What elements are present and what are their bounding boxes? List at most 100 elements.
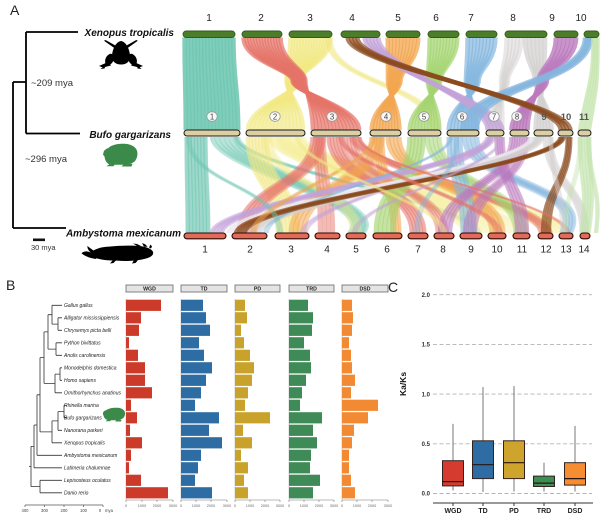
svg-text:Bufo gargarizans: Bufo gargarizans: [89, 130, 171, 141]
svg-text:3000: 3000: [223, 504, 231, 508]
svg-text:8: 8: [440, 245, 446, 256]
svg-text:5: 5: [395, 13, 401, 24]
svg-text:12: 12: [540, 245, 552, 256]
svg-text:3: 3: [288, 245, 294, 256]
svg-text:11: 11: [579, 112, 590, 123]
svg-text:10: 10: [561, 112, 572, 123]
svg-text:2000: 2000: [153, 504, 161, 508]
svg-text:Homo sapiens: Homo sapiens: [64, 378, 96, 384]
svg-text:8: 8: [510, 13, 516, 24]
svg-text:PD: PD: [254, 287, 261, 293]
svg-text:Ornithorhynchus anatinus: Ornithorhynchus anatinus: [64, 391, 121, 397]
svg-text:Ambystoma mexicanum: Ambystoma mexicanum: [65, 229, 181, 240]
svg-text:10: 10: [491, 245, 503, 256]
svg-text:2000: 2000: [315, 504, 323, 508]
svg-text:1000: 1000: [246, 504, 254, 508]
svg-text:Xenopus tropicalis: Xenopus tropicalis: [84, 28, 175, 39]
svg-text:7: 7: [415, 245, 421, 256]
svg-text:1000: 1000: [353, 504, 361, 508]
svg-text:7: 7: [492, 112, 496, 121]
svg-text:8: 8: [515, 112, 519, 121]
svg-text:3000: 3000: [384, 504, 392, 508]
svg-text:3: 3: [330, 112, 334, 121]
svg-text:mya: mya: [105, 508, 114, 513]
svg-text:2000: 2000: [261, 504, 269, 508]
svg-text:100: 100: [80, 508, 88, 513]
svg-text:5: 5: [353, 245, 359, 256]
svg-text:10: 10: [575, 13, 587, 24]
svg-text:0: 0: [234, 504, 236, 508]
svg-text:3000: 3000: [330, 504, 338, 508]
svg-text:3000: 3000: [276, 504, 284, 508]
svg-text:6: 6: [433, 13, 439, 24]
svg-text:3000: 3000: [169, 504, 177, 508]
svg-text:300: 300: [41, 508, 49, 513]
svg-text:2: 2: [258, 13, 264, 24]
svg-text:C: C: [388, 279, 398, 295]
svg-text:0.0: 0.0: [422, 492, 431, 498]
svg-text:Anolis carolinensis: Anolis carolinensis: [63, 353, 106, 359]
svg-text:4: 4: [349, 13, 355, 24]
svg-text:0: 0: [341, 504, 343, 508]
svg-text:4: 4: [324, 245, 330, 256]
svg-text:Monodelphis domestica: Monodelphis domestica: [64, 366, 117, 372]
svg-text:Chrysemys picta belli: Chrysemys picta belli: [64, 328, 112, 334]
svg-text:1000: 1000: [192, 504, 200, 508]
svg-text:0.5: 0.5: [422, 442, 431, 448]
svg-text:0: 0: [99, 508, 102, 513]
svg-text:WGD: WGD: [444, 508, 461, 515]
svg-text:Xenopus tropicalis: Xenopus tropicalis: [63, 441, 105, 447]
svg-text:A: A: [10, 2, 20, 18]
svg-text:WGD: WGD: [143, 287, 156, 293]
svg-text:6: 6: [460, 112, 464, 121]
svg-text:9: 9: [468, 245, 474, 256]
svg-text:5: 5: [422, 112, 427, 121]
svg-text:1: 1: [206, 13, 212, 24]
svg-text:7: 7: [468, 13, 474, 24]
svg-text:6: 6: [384, 245, 390, 256]
svg-text:TD: TD: [201, 287, 208, 293]
svg-text:1000: 1000: [300, 504, 308, 508]
svg-text:DSD: DSD: [568, 508, 583, 515]
svg-text:Ka/Ks: Ka/Ks: [398, 372, 408, 396]
svg-text:Nanorana parkeri: Nanorana parkeri: [64, 428, 104, 434]
svg-text:9: 9: [549, 13, 555, 24]
svg-text:3: 3: [307, 13, 313, 24]
svg-text:TD: TD: [478, 508, 487, 515]
svg-text:Danio rerio: Danio rerio: [64, 491, 89, 497]
svg-text:Bufo gargarizans: Bufo gargarizans: [64, 416, 102, 422]
svg-text:TRD: TRD: [537, 508, 551, 515]
svg-text:B: B: [6, 277, 15, 293]
svg-text:Rhinella marina: Rhinella marina: [64, 403, 99, 409]
svg-text:2: 2: [273, 112, 277, 121]
svg-text:2000: 2000: [207, 504, 215, 508]
svg-text:~296 mya: ~296 mya: [25, 154, 68, 165]
svg-text:11: 11: [517, 245, 528, 256]
svg-text:1: 1: [210, 112, 214, 121]
svg-text:9: 9: [541, 112, 546, 123]
svg-text:4: 4: [384, 112, 389, 121]
svg-text:14: 14: [578, 245, 590, 256]
svg-text:13: 13: [560, 245, 572, 256]
svg-text:2.0: 2.0: [422, 293, 431, 299]
svg-text:400: 400: [22, 508, 30, 513]
svg-text:2000: 2000: [368, 504, 376, 508]
svg-text:Alligator mississippiensis: Alligator mississippiensis: [63, 316, 120, 322]
svg-text:~209 mya: ~209 mya: [31, 78, 74, 89]
svg-text:1.0: 1.0: [422, 392, 431, 398]
svg-text:Gallus gallus: Gallus gallus: [64, 303, 93, 309]
svg-text:1.5: 1.5: [422, 343, 431, 349]
svg-text:0: 0: [125, 504, 127, 508]
svg-text:PD: PD: [509, 508, 519, 515]
svg-text:0: 0: [180, 504, 182, 508]
svg-text:Lepisosteus oculatus: Lepisosteus oculatus: [64, 478, 111, 484]
svg-text:TRD: TRD: [306, 287, 317, 293]
svg-text:1: 1: [202, 245, 208, 256]
svg-text:30 mya: 30 mya: [31, 243, 56, 252]
svg-text:1000: 1000: [138, 504, 146, 508]
svg-text:Python bivittatus: Python bivittatus: [64, 341, 101, 347]
svg-text:Ambystoma mexicanum: Ambystoma mexicanum: [63, 453, 117, 459]
svg-text:2: 2: [247, 245, 253, 256]
svg-text:0: 0: [288, 504, 290, 508]
svg-text:200: 200: [61, 508, 69, 513]
